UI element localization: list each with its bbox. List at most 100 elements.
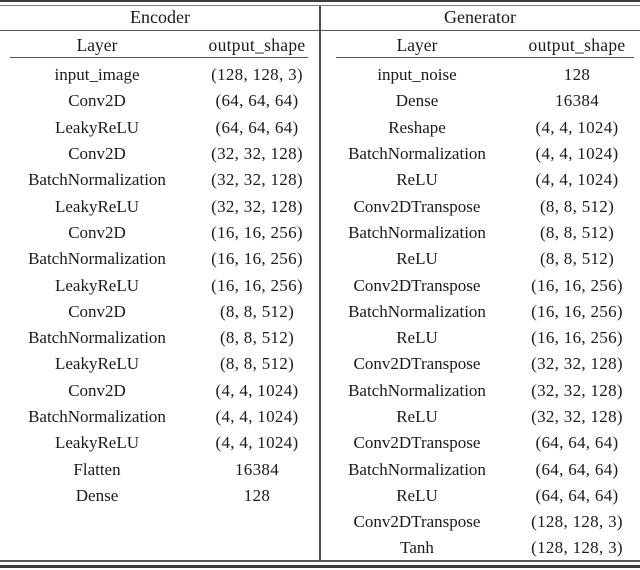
output-shape-cell: 16384 (235, 459, 279, 479)
output-shape-cell: (64, 64, 64) (215, 91, 299, 111)
layer-cell: BatchNormalization (348, 459, 486, 479)
layer-cell: Tanh (400, 538, 434, 558)
table-row: ReLU (32, 32, 128) (320, 404, 640, 430)
output-shape-cell: (32, 32, 128) (211, 196, 303, 216)
layer-cell: ReLU (396, 407, 438, 426)
output-shape-cell: (64, 64, 64) (535, 485, 619, 505)
layer-cell: LeakyReLU (54, 275, 140, 295)
layer-cell: ReLU (396, 249, 438, 269)
table-row: BatchNormalization (32, 32, 128) (0, 167, 320, 193)
table-row: Conv2D (4, 4, 1024) (0, 378, 320, 404)
output-shape-cell: (32, 32, 128) (531, 354, 623, 374)
output-shape-cell: (4, 4, 1024) (215, 407, 299, 426)
table-row: ReLU (64, 64, 64) (320, 483, 640, 509)
layer-cell: BatchNormalization (348, 301, 486, 321)
table-row: LeakyReLU (64, 64, 64) (0, 115, 320, 141)
output-shape-cell: (4, 4, 1024) (215, 380, 299, 400)
bottom-rule-inner (0, 560, 640, 562)
encoder-col-header-layer: Layer (76, 34, 118, 55)
layer-cell: BatchNormalization (348, 144, 486, 164)
output-shape-cell: (128, 128, 3) (531, 538, 623, 558)
table-row: BatchNormalization (8, 8, 512) (320, 220, 640, 246)
layer-cell: Conv2DTranspose (353, 196, 481, 216)
table-row: BatchNormalization (4, 4, 1024) (0, 404, 320, 430)
layer-cell: Conv2DTranspose (353, 433, 481, 453)
table-row: BatchNormalization (8, 8, 512) (0, 325, 320, 351)
table-row: Conv2DTranspose (128, 128, 3) (320, 509, 640, 535)
output-shape-cell: (32, 32, 128) (531, 407, 623, 426)
output-shape-cell: (4, 4, 1024) (215, 433, 299, 453)
table-row: BatchNormalization (32, 32, 128) (320, 378, 640, 404)
table-row: BatchNormalization (64, 64, 64) (320, 456, 640, 482)
output-shape-cell: 128 (563, 65, 591, 85)
output-shape-cell: 128 (243, 485, 271, 505)
top-rule-outer (0, 0, 640, 2)
layer-cell: BatchNormalization (28, 170, 166, 190)
generator-column-headers: Layer output_shape (320, 33, 640, 57)
layer-cell: input_image (54, 65, 140, 85)
output-shape-cell: (16, 16, 256) (211, 249, 303, 269)
layer-cell: Conv2D (68, 144, 126, 164)
table-row: Conv2D (64, 64, 64) (0, 88, 320, 114)
output-shape-cell: (128, 128, 3) (211, 65, 303, 85)
table-row: Conv2D (16, 16, 256) (0, 220, 320, 246)
encoder-rows: input_image (128, 128, 3) Conv2D (64, 64, 6… (0, 62, 320, 509)
output-shape-cell: (16, 16, 256) (211, 275, 303, 295)
layer-cell: ReLU (396, 328, 438, 348)
table-row: input_image (128, 128, 3) (0, 62, 320, 88)
layer-cell: BatchNormalization (348, 380, 486, 400)
layer-cell: Conv2DTranspose (353, 512, 481, 532)
table-row: LeakyReLU (32, 32, 128) (0, 193, 320, 219)
layer-cell: BatchNormalization (28, 249, 166, 269)
table-row: Conv2D (8, 8, 512) (0, 299, 320, 325)
output-shape-cell: (8, 8, 512) (219, 354, 295, 374)
table-row: BatchNormalization (4, 4, 1024) (320, 141, 640, 167)
generator-col-header-output-shape: output_shape (528, 34, 626, 55)
layer-cell: Conv2D (68, 91, 126, 111)
output-shape-cell: (8, 8, 512) (219, 301, 295, 321)
output-shape-cell: (32, 32, 128) (211, 144, 303, 164)
output-shape-cell: (64, 64, 64) (535, 433, 619, 453)
layer-cell: BatchNormalization (348, 222, 486, 242)
table-row: Conv2DTranspose (64, 64, 64) (320, 430, 640, 456)
table-row: Dense 16384 (320, 88, 640, 114)
layer-cell: ReLU (396, 170, 438, 190)
table-row: BatchNormalization (16, 16, 256) (0, 246, 320, 272)
layer-cell: Conv2D (68, 301, 126, 321)
table-row: LeakyReLU (4, 4, 1024) (0, 430, 320, 456)
layer-cell: input_noise (377, 65, 457, 85)
layer-cell: LeakyReLU (54, 196, 140, 216)
output-shape-cell: (8, 8, 512) (539, 249, 615, 269)
output-shape-cell: (16, 16, 256) (531, 275, 623, 295)
layer-cell: BatchNormalization (28, 407, 166, 426)
generator-table-title: Generator (444, 7, 516, 27)
generator-rows: input_noise 128 Dense 16384 Reshape (4, 4, 10… (320, 62, 640, 562)
table-row: ReLU (16, 16, 256) (320, 325, 640, 351)
output-shape-cell: (4, 4, 1024) (535, 117, 619, 137)
table-row: LeakyReLU (8, 8, 512) (0, 351, 320, 377)
layer-cell: Conv2D (68, 222, 126, 242)
output-shape-cell: (64, 64, 64) (215, 117, 299, 137)
table-row: LeakyReLU (16, 16, 256) (0, 272, 320, 298)
table-row: Flatten 16384 (0, 456, 320, 482)
output-shape-cell: (8, 8, 512) (539, 222, 615, 242)
table-row: Tanh (128, 128, 3) (320, 535, 640, 561)
output-shape-cell: (32, 32, 128) (211, 170, 303, 190)
output-shape-cell: (64, 64, 64) (535, 459, 619, 479)
output-shape-cell: (4, 4, 1024) (535, 170, 619, 190)
encoder-table: Encoder Layer output_shape input_image (1… (0, 7, 320, 509)
layer-cell: Conv2D (68, 380, 126, 400)
table-row: ReLU (4, 4, 1024) (320, 167, 640, 193)
table-row: Reshape (4, 4, 1024) (320, 115, 640, 141)
output-shape-cell: (8, 8, 512) (219, 328, 295, 348)
generator-table: Generator Layer output_shape input_noise… (320, 0, 640, 570)
table-row: Conv2DTranspose (8, 8, 512) (320, 193, 640, 219)
layer-cell: LeakyReLU (54, 354, 140, 374)
output-shape-cell: (32, 32, 128) (531, 380, 623, 400)
encoder-col-header-output-shape: output_shape (208, 34, 306, 55)
table-row: Conv2DTranspose (32, 32, 128) (320, 351, 640, 377)
output-shape-cell: (16, 16, 256) (211, 222, 303, 242)
bottom-rule-outer (0, 565, 640, 568)
generator-col-header-layer: Layer (396, 34, 438, 55)
